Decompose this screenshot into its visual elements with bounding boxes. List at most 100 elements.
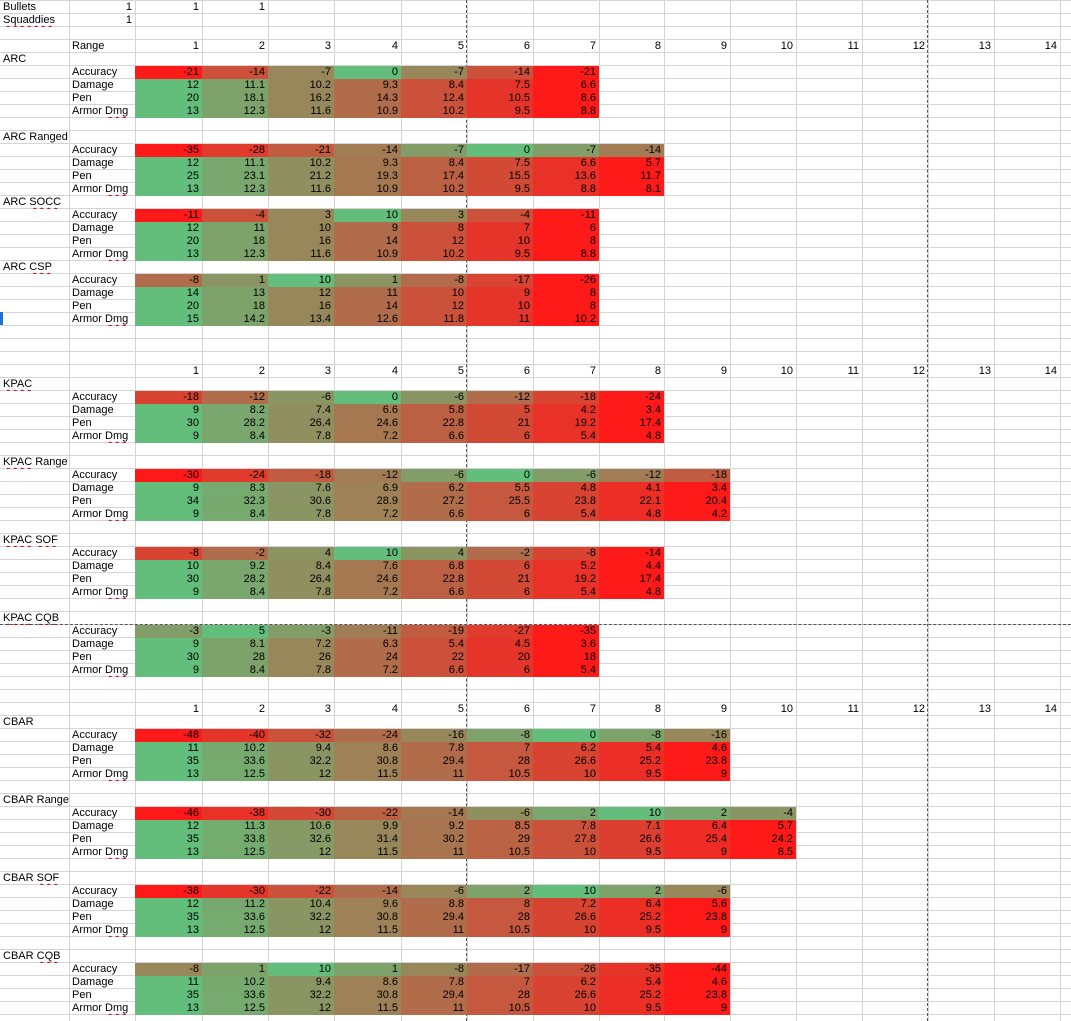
data-cell[interactable]: 7.2 xyxy=(334,664,401,677)
range-header-cell[interactable]: 13 xyxy=(978,365,991,377)
data-cell[interactable]: 35 xyxy=(135,911,202,924)
range-header-cell[interactable]: 6 xyxy=(523,703,530,715)
section-title[interactable]: CBAR xyxy=(3,716,34,728)
data-cell[interactable]: 8.4 xyxy=(401,157,467,170)
metric-label[interactable]: Pen xyxy=(72,170,92,182)
data-cell[interactable]: 27.2 xyxy=(401,495,467,508)
data-cell[interactable]: -35 xyxy=(599,963,664,976)
data-cell[interactable]: 26.6 xyxy=(533,911,599,924)
metric-label[interactable]: Damage xyxy=(72,820,114,832)
data-cell[interactable]: 8 xyxy=(533,287,599,300)
data-cell[interactable]: 11.1 xyxy=(202,157,268,170)
data-cell[interactable]: 10 xyxy=(334,209,401,222)
data-cell[interactable]: 12 xyxy=(401,300,467,313)
metric-label[interactable]: Accuracy xyxy=(72,469,118,481)
data-cell[interactable]: 5.4 xyxy=(533,508,599,521)
metric-label[interactable]: Armor Dmg xyxy=(72,508,129,520)
data-cell[interactable]: 30 xyxy=(135,417,202,430)
data-cell[interactable]: 26.6 xyxy=(533,989,599,1002)
data-cell[interactable]: -16 xyxy=(401,729,467,742)
data-cell[interactable]: 6.6 xyxy=(401,430,467,443)
data-cell[interactable]: 10.2 xyxy=(202,742,268,755)
data-cell[interactable]: 12 xyxy=(268,768,334,781)
metric-label[interactable]: Pen xyxy=(72,989,92,1001)
data-cell[interactable]: 11.1 xyxy=(202,79,268,92)
range-header-cell[interactable]: 1 xyxy=(192,365,199,377)
data-cell[interactable]: 6 xyxy=(467,586,533,599)
data-cell[interactable]: 32.2 xyxy=(268,989,334,1002)
data-cell[interactable]: 28.2 xyxy=(202,417,268,430)
data-cell[interactable]: 9.6 xyxy=(334,898,401,911)
data-cell[interactable]: 6 xyxy=(467,430,533,443)
data-cell[interactable]: 8.2 xyxy=(202,404,268,417)
data-cell[interactable]: -22 xyxy=(334,807,401,820)
range-header-cell[interactable]: 14 xyxy=(1044,703,1057,715)
data-cell[interactable]: 3 xyxy=(401,209,467,222)
data-cell[interactable]: 1 xyxy=(202,963,268,976)
data-cell[interactable]: 6.2 xyxy=(401,482,467,495)
data-cell[interactable]: 10 xyxy=(467,235,533,248)
data-cell[interactable]: 6.9 xyxy=(334,482,401,495)
data-cell[interactable]: -12 xyxy=(202,391,268,404)
data-cell[interactable]: 5 xyxy=(202,625,268,638)
data-cell[interactable]: 31.4 xyxy=(334,833,401,846)
range-header-cell[interactable]: 5 xyxy=(457,703,464,715)
data-cell[interactable]: 9.9 xyxy=(334,820,401,833)
data-cell[interactable]: 22.1 xyxy=(599,495,664,508)
range-header-cell[interactable]: 3 xyxy=(324,365,331,377)
data-cell[interactable]: -21 xyxy=(533,66,599,79)
data-cell[interactable]: -8 xyxy=(401,963,467,976)
data-cell[interactable]: 1 xyxy=(334,274,401,287)
data-cell[interactable]: 29 xyxy=(467,833,533,846)
data-cell[interactable]: 10 xyxy=(533,768,599,781)
data-cell[interactable]: -2 xyxy=(202,547,268,560)
data-cell[interactable]: 9 xyxy=(664,1002,730,1015)
data-cell[interactable]: 17.4 xyxy=(401,170,467,183)
data-cell[interactable]: 23.8 xyxy=(664,755,730,768)
data-cell[interactable]: 9.5 xyxy=(599,768,664,781)
data-cell[interactable]: 11 xyxy=(401,846,467,859)
data-cell[interactable]: 14.2 xyxy=(202,313,268,326)
data-cell[interactable]: 8 xyxy=(467,898,533,911)
data-cell[interactable]: 9.2 xyxy=(401,820,467,833)
data-cell[interactable]: 25 xyxy=(135,170,202,183)
data-cell[interactable]: -12 xyxy=(599,469,664,482)
data-cell[interactable]: 12 xyxy=(135,222,202,235)
data-cell[interactable]: 10.2 xyxy=(401,183,467,196)
data-cell[interactable]: 6.6 xyxy=(334,404,401,417)
data-cell[interactable]: 11.2 xyxy=(202,898,268,911)
data-cell[interactable]: 14 xyxy=(135,287,202,300)
data-cell[interactable]: 12.5 xyxy=(202,846,268,859)
data-cell[interactable]: 10.9 xyxy=(334,248,401,261)
metric-label[interactable]: Damage xyxy=(72,157,114,169)
data-cell[interactable]: 35 xyxy=(135,833,202,846)
data-cell[interactable]: 8.4 xyxy=(202,664,268,677)
data-cell[interactable]: 7 xyxy=(467,976,533,989)
data-cell[interactable]: 9.4 xyxy=(268,742,334,755)
data-cell[interactable]: 16 xyxy=(268,235,334,248)
data-cell[interactable]: 1 xyxy=(202,274,268,287)
data-cell[interactable]: 4.2 xyxy=(664,508,730,521)
data-cell[interactable]: -7 xyxy=(401,144,467,157)
range-header-cell[interactable]: 12 xyxy=(912,40,925,52)
range-header-cell[interactable]: 4 xyxy=(391,40,398,52)
data-cell[interactable]: 30.8 xyxy=(334,911,401,924)
data-cell[interactable]: 7.2 xyxy=(533,898,599,911)
data-cell[interactable]: 28 xyxy=(467,911,533,924)
data-cell[interactable]: 35 xyxy=(135,755,202,768)
metric-label[interactable]: Pen xyxy=(72,833,92,845)
data-cell[interactable]: 1 xyxy=(334,963,401,976)
data-cell[interactable]: 9 xyxy=(135,664,202,677)
data-cell[interactable]: 10.2 xyxy=(268,79,334,92)
data-cell[interactable]: 5.8 xyxy=(401,404,467,417)
data-cell[interactable]: 14.3 xyxy=(334,92,401,105)
data-cell[interactable]: 9.5 xyxy=(467,183,533,196)
data-cell[interactable]: -3 xyxy=(268,625,334,638)
data-cell[interactable]: 6.6 xyxy=(533,157,599,170)
data-cell[interactable]: 9 xyxy=(664,846,730,859)
data-cell[interactable]: 16.2 xyxy=(268,92,334,105)
data-cell[interactable]: -22 xyxy=(268,885,334,898)
data-cell[interactable]: 7.6 xyxy=(268,482,334,495)
range-header-cell[interactable]: 4 xyxy=(391,703,398,715)
section-title[interactable]: CBAR CQB xyxy=(3,950,61,962)
